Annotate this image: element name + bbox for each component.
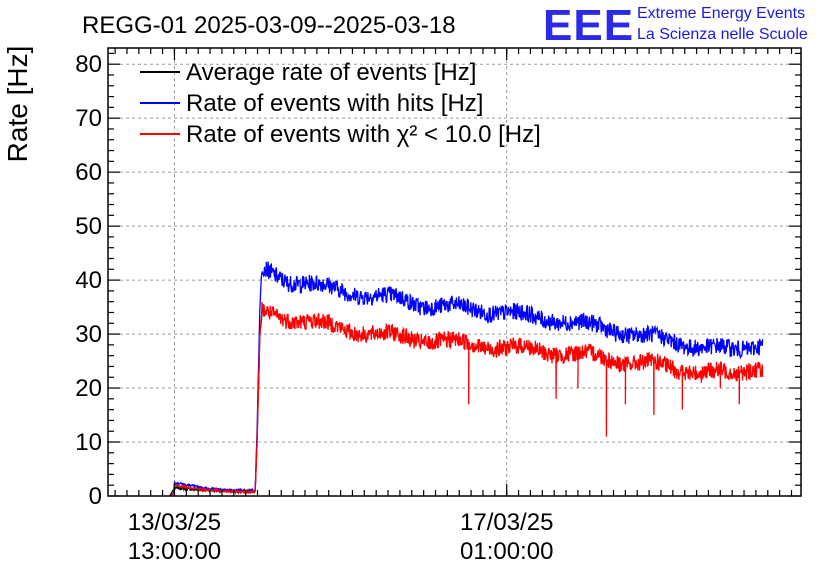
- series-average: [169, 307, 264, 497]
- legend: Average rate of events [Hz] Rate of even…: [140, 59, 541, 148]
- x-tick-time-label: 13:00:00: [128, 538, 221, 565]
- y-tick-label: 10: [75, 429, 102, 456]
- legend-label-hits: Rate of events with hits [Hz]: [186, 90, 483, 117]
- y-tick-label: 0: [89, 483, 102, 510]
- grid: [108, 48, 801, 496]
- series-hits: [169, 261, 764, 497]
- x-tick-date-label: 13/03/25: [128, 509, 221, 536]
- chart-title: REGG-01 2025-03-09--2025-03-18: [82, 12, 456, 39]
- series-lines: [169, 261, 764, 497]
- y-axis-label: Rate [Hz]: [2, 46, 33, 163]
- eee-logo: EEE Extreme Energy Events La Scienza nel…: [543, 1, 808, 50]
- y-tick-label: 30: [75, 321, 102, 348]
- y-tick-label: 50: [75, 213, 102, 240]
- y-tick-label: 80: [75, 51, 102, 78]
- y-tick-label: 60: [75, 159, 102, 186]
- logo-mark: EEE: [543, 1, 634, 50]
- y-tick-label: 40: [75, 267, 102, 294]
- y-tick-label: 70: [75, 105, 102, 132]
- y-axis-ticks: 0 10 20 30 40 50 60 70 80: [75, 51, 801, 510]
- logo-line1: Extreme Energy Events: [637, 5, 805, 22]
- y-tick-label: 20: [75, 375, 102, 402]
- x-tick-time-label: 01:00:00: [460, 538, 553, 565]
- series-chi2: [169, 301, 764, 497]
- plot-frame: [107, 47, 802, 497]
- legend-label-average: Average rate of events [Hz]: [186, 59, 476, 86]
- legend-label-chi2: Rate of events with χ² < 10.0 [Hz]: [186, 121, 541, 148]
- x-tick-date-label: 17/03/25: [460, 509, 553, 536]
- logo-line2: La Scienza nelle Scuole: [637, 26, 808, 43]
